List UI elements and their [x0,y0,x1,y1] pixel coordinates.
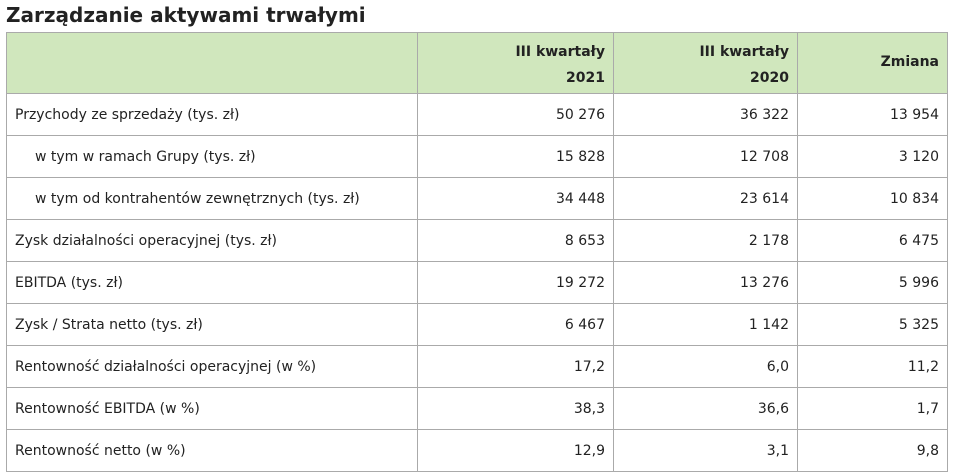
cell-value: 38,3 [417,387,614,430]
table-row: Rentowność netto (w %) 12,9 3,1 9,8 [6,429,948,472]
cell-value: 6 475 [797,219,948,262]
cell-value: 13 954 [797,93,948,136]
cell-value: 10 834 [797,177,948,220]
cell-value: 3 120 [797,135,948,178]
row-label: w tym w ramach Grupy (tys. zł) [6,135,418,178]
header-cell [6,32,418,94]
title: Zarządzanie aktywami trwałymi [6,3,366,27]
table-row: Zysk / Strata netto (tys. zł) 6 467 1 142 5… [6,303,948,346]
table-row: Zysk działalności operacyjnej (tys. zł) 8… [6,219,948,262]
cell-value: 15 828 [417,135,614,178]
table: III kwartały 2021 III kwartały 2020 Zmiana… [6,32,948,472]
header-line: III kwartały [699,44,789,60]
cell-value: 5 325 [797,303,948,346]
table-row: Rentowność działalności operacyjnej (w %… [6,345,948,388]
row-label: Zysk działalności operacyjnej (tys. zł) [6,219,418,262]
cell-value: 34 448 [417,177,614,220]
cell-value: 6,0 [613,345,798,388]
header-cell: III kwartały 2020 [613,32,798,94]
header-line: 2021 [566,70,605,86]
row-label: Rentowność netto (w %) [6,429,418,472]
cell-value: 19 272 [417,261,614,304]
cell-value: 13 276 [613,261,798,304]
table-row: EBITDA (tys. zł) 19 272 13 276 5 996 [6,261,948,304]
table-row: w tym w ramach Grupy (tys. zł) 15 828 12 7… [6,135,948,178]
cell-value: 36,6 [613,387,798,430]
row-label: Zysk / Strata netto (tys. zł) [6,303,418,346]
cell-value: 5 996 [797,261,948,304]
header-line: 2020 [750,70,789,86]
row-label: Przychody ze sprzedaży (tys. zł) [6,93,418,136]
header-line: III kwartały [515,44,605,60]
cell-value: 36 322 [613,93,798,136]
cell-value: 12 708 [613,135,798,178]
cell-value: 2 178 [613,219,798,262]
table-row: Przychody ze sprzedaży (tys. zł) 50 276 36… [6,93,948,136]
cell-value: 3,1 [613,429,798,472]
cell-value: 12,9 [417,429,614,472]
cell-value: 50 276 [417,93,614,136]
row-label: EBITDA (tys. zł) [6,261,418,304]
cell-value: 9,8 [797,429,948,472]
cell-value: 1 142 [613,303,798,346]
cell-value: 6 467 [417,303,614,346]
cell-value: 1,7 [797,387,948,430]
row-label: Rentowność EBITDA (w %) [6,387,418,430]
cell-value: 17,2 [417,345,614,388]
row-label: w tym od kontrahentów zewnętrznych (tys.… [6,177,418,220]
table-row: w tym od kontrahentów zewnętrznych (tys.… [6,177,948,220]
cell-value: 8 653 [417,219,614,262]
cell-value: 23 614 [613,177,798,220]
header-cell: III kwartały 2021 [417,32,614,94]
table-row: Rentowność EBITDA (w %) 38,3 36,6 1,7 [6,387,948,430]
header-cell: Zmiana [797,32,948,94]
cell-value: 11,2 [797,345,948,388]
row-label: Rentowność działalności operacyjnej (w %… [6,345,418,388]
